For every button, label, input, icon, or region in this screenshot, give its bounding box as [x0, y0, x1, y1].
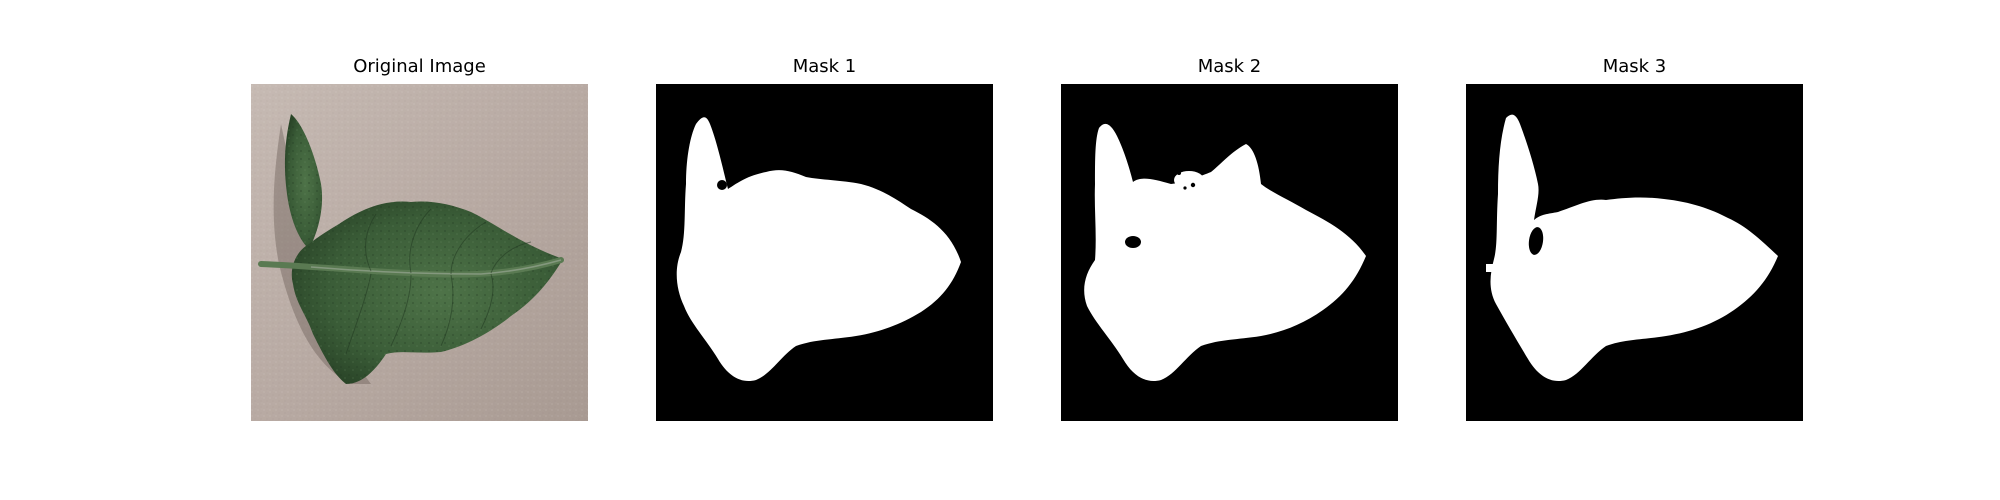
- mask-1-image: [656, 84, 993, 421]
- mask-3-panel: Mask 3: [1466, 56, 1803, 421]
- mask-2-foreground: [1084, 123, 1366, 382]
- mask-2-panel: Mask 2: [1061, 56, 1398, 421]
- mask-3-image: [1466, 84, 1803, 421]
- mask-2-noise-patch: [1174, 171, 1204, 189]
- mask-3-hole: [1528, 227, 1544, 255]
- mask-3-foreground: [1490, 114, 1778, 382]
- original-leaf-photo: [251, 84, 588, 421]
- mask-1-foreground: [676, 117, 961, 382]
- leaf-midrib: [310, 259, 562, 275]
- mask-2-image: [1061, 84, 1398, 421]
- mask-1-panel: Mask 1: [656, 56, 993, 421]
- mask-2-hole: [1125, 236, 1141, 248]
- mask-3-title: Mask 3: [1602, 56, 1667, 77]
- leaf-shadow: [273, 124, 371, 384]
- mask-1-title: Mask 1: [792, 56, 857, 77]
- original-image-panel: Original Image: [251, 56, 588, 421]
- original-image-title: Original Image: [353, 56, 486, 77]
- mask-2-title: Mask 2: [1197, 56, 1262, 77]
